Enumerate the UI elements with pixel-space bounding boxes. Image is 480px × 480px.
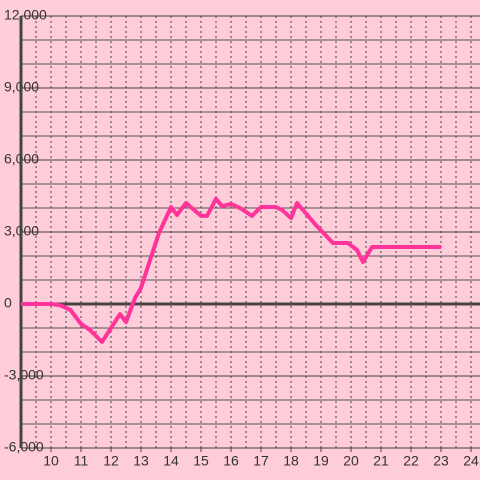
x-tick-label: 20 [343, 453, 359, 469]
x-tick-label: 17 [253, 453, 269, 469]
x-tick-label: 22 [403, 453, 419, 469]
x-tick-label: 12 [103, 453, 119, 469]
x-tick-label: 16 [223, 453, 239, 469]
x-tick-label: 19 [313, 453, 329, 469]
x-tick-label: 23 [433, 453, 449, 469]
y-tick-label: -3,000 [4, 367, 44, 383]
x-tick-label: 18 [283, 453, 299, 469]
y-tick-label: 0 [4, 295, 12, 311]
data-line [21, 196, 441, 344]
y-tick-label: 12,000 [4, 7, 47, 23]
x-tick-label: 21 [373, 453, 389, 469]
x-tick-label: 11 [74, 453, 89, 469]
x-tick-label: 24 [463, 453, 479, 469]
x-tick-label: 14 [163, 453, 179, 469]
x-tick-label: 15 [193, 453, 209, 469]
y-tick-label: -6,000 [4, 439, 44, 455]
x-tick-label: 10 [43, 453, 59, 469]
x-tick-label: 13 [133, 453, 149, 469]
